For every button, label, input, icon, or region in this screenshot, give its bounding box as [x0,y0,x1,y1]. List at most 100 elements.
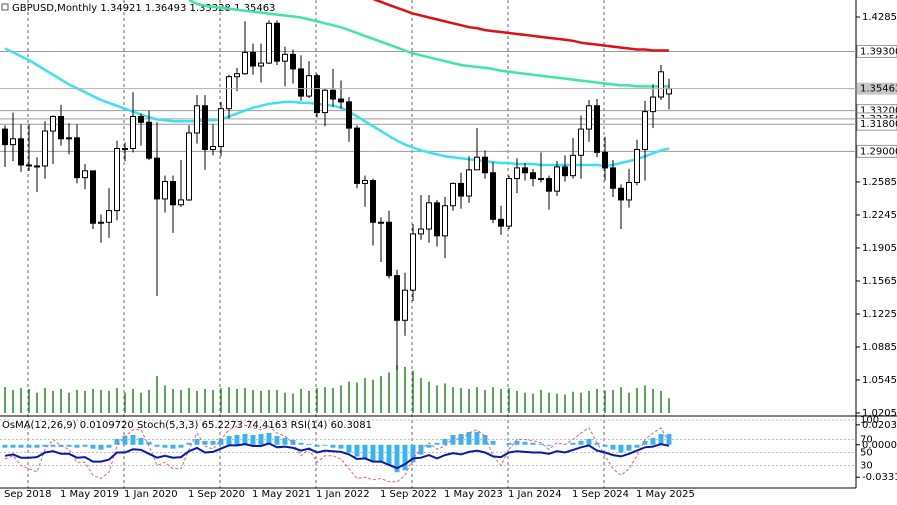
candle-body [130,115,136,149]
level-label-box [856,144,897,158]
osma-bar [642,440,648,445]
oscillator-tick-label: 30 [860,461,873,472]
osma-bar [138,437,144,445]
candle-body [114,147,120,212]
symbol-icon [1,3,9,11]
osma-bar [482,434,488,445]
level-label: 1.33200 [860,106,897,117]
osma-bar [42,444,48,447]
osma-bar [402,444,408,471]
candle-body [162,180,168,200]
osma-bar [202,440,208,445]
osma-bar [178,444,184,448]
candle-body [346,101,352,129]
osma-bar [434,442,440,445]
candle-body [610,167,616,189]
osma-bar [442,438,448,445]
osma-bar [266,433,272,445]
candle-body [330,89,336,100]
candle-body [506,178,512,227]
osma-bar [258,433,264,445]
x-tick-label: 1 Jan 2022 [316,489,370,500]
candle-body [474,156,480,171]
osma-bar [618,444,624,453]
candle-body [186,132,192,201]
osma-bar [66,444,72,447]
x-tick-label: 1 Sep 2024 [572,489,629,500]
oscillator-tick-label: 70 [860,435,873,446]
candle-body [442,205,448,237]
osma-bar [218,438,224,445]
candle-body [202,105,208,150]
osma-bar [530,442,536,445]
osma-bar [610,444,616,450]
candle-body [650,96,656,113]
candle-body [354,127,360,184]
open-value: 1.34921 [100,3,141,14]
osma-bar [370,444,376,462]
high-value: 1.36493 [145,3,186,14]
candle-body [458,182,464,197]
candle-body [122,147,128,150]
osma-bar [626,444,632,451]
rsi-line [4,442,670,470]
candle-body [402,289,408,321]
osma-bar [2,444,8,448]
osma-bar [74,444,80,448]
candle-body [554,166,560,192]
indicator-header: OsMA(12,26,9) 0.0109720 Stoch(5,3,3) 65.… [2,420,372,431]
candle-body [194,105,200,134]
y-tick-label: 1.12250 [862,309,897,320]
candle-body [562,166,568,177]
osma-bar [586,438,592,445]
candle-body [314,75,320,114]
candle-body [98,221,104,224]
candle-body [66,137,72,140]
y-tick-label: 1.02050 [862,408,897,419]
level-label-box [856,117,897,131]
osma-bar [10,444,16,448]
candle-body [490,172,496,220]
x-tick-label: 1 May 2025 [636,489,695,500]
osma-bar [450,434,456,445]
candle-body [578,128,584,156]
osma-bar [146,441,152,445]
candle-body [370,180,376,223]
candle-body [546,178,552,192]
osma-bar [538,443,544,445]
osma-bar [602,444,608,447]
candle-body [10,138,16,146]
candle-body [26,164,32,167]
osma-bar [98,444,104,450]
osma-bar [490,440,496,445]
candle-body [434,202,440,237]
candle-body [322,89,328,114]
candle-body [258,62,264,67]
candle-body [242,51,248,75]
candle-body [138,115,144,123]
candle-body [658,71,664,98]
candle-body [666,88,672,95]
candle-body [538,178,544,181]
candle-body [378,221,384,224]
y-tick-label: 1.08850 [862,342,897,353]
candle-body [2,128,8,146]
osma-tick-label: -0.03316 [862,472,897,483]
x-tick-label: 1 Jan 2024 [508,489,562,500]
candle-body [82,170,88,179]
osma-bar [514,440,520,445]
candle-body [226,76,232,110]
osma-bar [34,444,40,448]
candle-body [170,180,176,206]
symbol: GBPUSD,Monthly [12,3,97,14]
osma-bar [666,434,672,445]
osma-bar [546,444,552,446]
candle-body [218,108,224,148]
candle-body [154,157,160,200]
candle-body [410,233,416,291]
y-tick-label: 1.42850 [862,12,897,23]
osma-tick-label: 0.0000 [862,440,897,451]
osma-bar [338,444,344,449]
osma-bar [210,440,216,445]
